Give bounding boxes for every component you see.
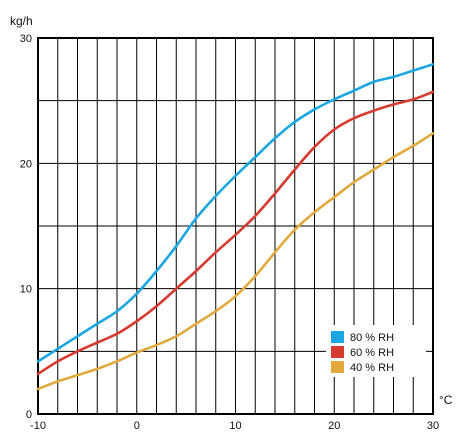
x-tick-label: 30 bbox=[427, 420, 439, 432]
y-tick-label: 30 bbox=[20, 33, 32, 45]
series-line-60rh bbox=[36, 90, 435, 376]
legend-label-60rh: 60 % RH bbox=[350, 347, 394, 359]
series-line-80rh bbox=[36, 63, 435, 363]
y-tick-label: 10 bbox=[20, 284, 32, 296]
x-tick-label: 0 bbox=[134, 420, 140, 432]
grid bbox=[38, 38, 433, 414]
plot-frame bbox=[37, 37, 434, 415]
y-tick-label: 0 bbox=[26, 409, 32, 421]
legend: 80 % RH 60 % RH 40 % RH bbox=[326, 325, 426, 377]
series-line-40rh bbox=[36, 131, 435, 391]
x-axis-unit: °C bbox=[439, 393, 453, 407]
legend-swatch-80rh bbox=[331, 331, 344, 343]
legend-swatch-60rh bbox=[331, 346, 344, 358]
x-tick-label: 20 bbox=[328, 420, 340, 432]
series-lines bbox=[36, 63, 435, 391]
y-axis-unit: kg/h bbox=[10, 14, 33, 28]
x-tick-label: 10 bbox=[229, 420, 241, 432]
legend-label-80rh: 80 % RH bbox=[350, 332, 394, 344]
legend-swatch-40rh bbox=[331, 361, 344, 373]
y-tick-label: 20 bbox=[20, 158, 32, 170]
x-tick-label: -10 bbox=[30, 420, 46, 432]
legend-label-40rh: 40 % RH bbox=[350, 362, 394, 374]
